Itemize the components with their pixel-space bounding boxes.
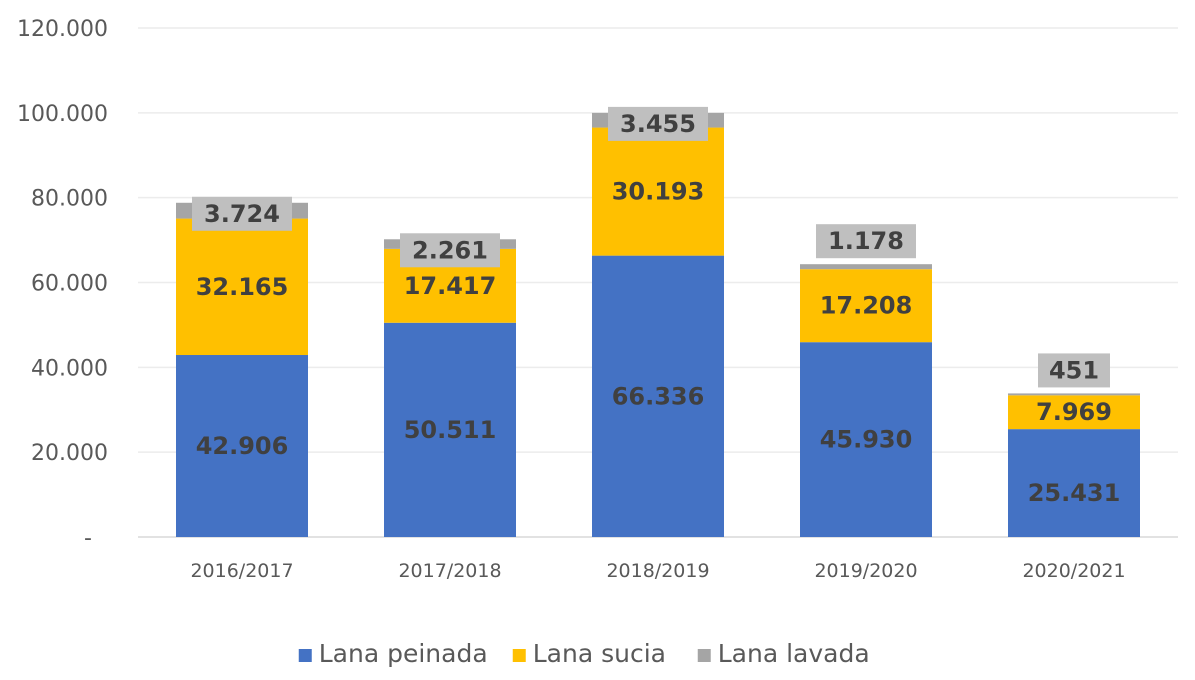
x-tick-label: 2017/2018 — [398, 560, 501, 582]
y-tick-label: 20.000 — [31, 441, 108, 466]
legend-swatch-lana-lavada — [697, 649, 711, 662]
data-label-lana-peinada: 25.431 — [1028, 479, 1121, 507]
data-label-box — [816, 224, 916, 259]
y-tick-label: 40.000 — [31, 356, 108, 381]
bar-lana-sucia-2016-2017 — [176, 218, 308, 356]
data-label-lana-lavada: 3.455 — [620, 110, 696, 138]
data-label-lana-sucia: 32.165 — [196, 273, 289, 301]
data-label-box — [192, 196, 292, 231]
data-label-box — [1038, 353, 1110, 388]
bar-lana-peinada-2017-2018 — [384, 322, 516, 537]
y-tick-label: 80.000 — [31, 187, 108, 212]
x-tick-label: 2016/2017 — [190, 560, 293, 582]
data-label-lana-lavada: 2.261 — [412, 236, 488, 264]
data-label-box — [400, 233, 500, 268]
bar-lana-peinada-2019-2020 — [800, 342, 932, 537]
x-tick-label: 2020/2021 — [1022, 560, 1125, 582]
legend-label-lana-lavada: Lana lavada — [718, 639, 870, 668]
data-label-lana-sucia: 7.969 — [1036, 398, 1112, 426]
y-tick-label: - — [84, 526, 92, 551]
data-label-lana-sucia: 17.208 — [820, 292, 913, 320]
legend-label-lana-peinada: Lana peinada — [319, 639, 488, 668]
y-tick-label: 60.000 — [31, 272, 108, 297]
legend-swatch-lana-peinada — [298, 649, 312, 662]
x-tick-label: 2019/2020 — [814, 560, 917, 582]
data-label-lana-lavada: 451 — [1049, 356, 1099, 384]
data-label-lana-peinada: 50.511 — [404, 416, 497, 444]
bar-lana-sucia-2020-2021 — [1008, 395, 1140, 430]
data-label-lana-sucia: 30.193 — [612, 178, 705, 206]
legend-swatch-lana-sucia — [512, 649, 526, 662]
data-label-lana-peinada: 66.336 — [612, 382, 705, 410]
data-label-box — [608, 106, 708, 141]
bars — [176, 112, 1140, 537]
bar-lana-peinada-2020-2021 — [1008, 429, 1140, 537]
legend-label-lana-sucia: Lana sucia — [533, 639, 666, 668]
bar-lana-peinada-2016-2017 — [176, 355, 308, 537]
axes: - 20.000 40.000 60.000 80.000 100.000 120.000 2… — [17, 17, 1126, 582]
data-label-lana-lavada: 1.178 — [828, 227, 904, 255]
data-label-lana-peinada: 45.930 — [820, 426, 913, 454]
data-labels: 42.906 32.165 3.724 50.511 17.417 2.261 66.336… — [192, 106, 1121, 507]
bar-lana-lavada-2020-2021 — [1008, 393, 1140, 396]
data-label-lana-sucia: 17.417 — [404, 272, 497, 300]
y-tick-label: 100.000 — [17, 102, 108, 127]
x-tick-label: 2018/2019 — [606, 560, 709, 582]
y-tick-label: 120.000 — [17, 17, 108, 42]
data-label-lana-peinada: 42.906 — [196, 432, 289, 460]
bar-lana-peinada-2018-2019 — [592, 255, 724, 537]
bar-lana-sucia-2018-2019 — [592, 127, 724, 256]
data-label-lana-lavada: 3.724 — [204, 200, 280, 228]
bar-lana-lavada-2019-2020 — [800, 264, 932, 270]
legend: Lana peinada Lana sucia Lana lavada — [298, 639, 870, 668]
bar-lana-sucia-2019-2020 — [800, 269, 932, 343]
